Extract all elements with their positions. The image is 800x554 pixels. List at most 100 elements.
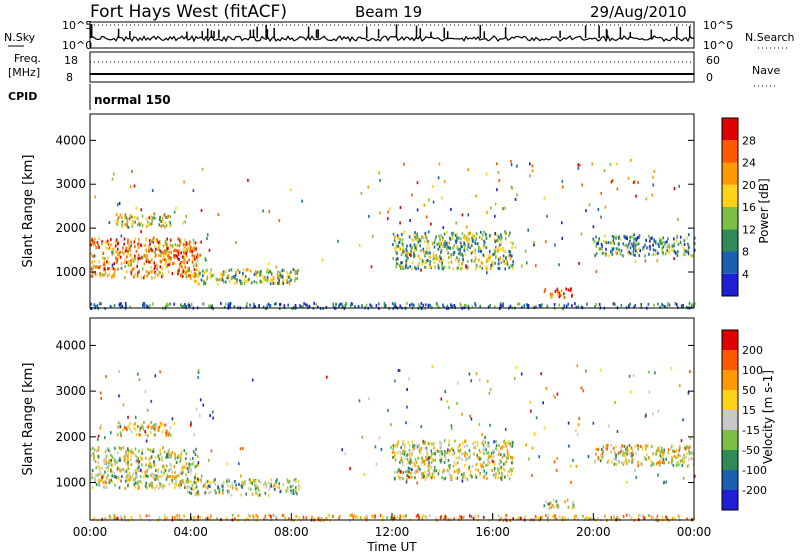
- echo-cell: [246, 268, 249, 271]
- echo-cell: [103, 267, 106, 271]
- echo-cell: [273, 302, 276, 306]
- echo-cell: [616, 251, 618, 255]
- echo-cell: [90, 243, 92, 247]
- echo-cell: [447, 450, 450, 454]
- echo-cell: [598, 237, 600, 241]
- echo-cell: [474, 302, 476, 306]
- echo-cell: [98, 266, 100, 269]
- echo-cell: [514, 376, 516, 380]
- echo-cell: [527, 228, 529, 232]
- echo-cell: [159, 370, 161, 374]
- echo-cell: [456, 256, 458, 260]
- echo-cell: [199, 516, 202, 520]
- echo-cell: [406, 453, 408, 457]
- echo-cell: [510, 264, 513, 268]
- echo-cell: [415, 267, 417, 271]
- echo-cell: [194, 486, 196, 490]
- echo-cell: [190, 492, 193, 496]
- echo-cell: [483, 469, 485, 473]
- echo-cell: [224, 280, 227, 284]
- echo-cell: [667, 302, 669, 306]
- echo-cell: [634, 445, 636, 449]
- echo-cell: [511, 469, 513, 473]
- echo-cell: [211, 274, 213, 278]
- echo-cell: [556, 503, 559, 507]
- echo-cell: [175, 475, 178, 478]
- echo-cell: [185, 214, 187, 218]
- echo-cell: [661, 515, 664, 519]
- echo-cell: [633, 237, 635, 241]
- echo-cell: [495, 444, 498, 448]
- echo-cell: [428, 246, 431, 250]
- echo-cell: [461, 412, 463, 416]
- echo-cell: [184, 255, 186, 259]
- echo-cell: [255, 514, 257, 518]
- echo-cell: [693, 242, 696, 246]
- echo-cell: [124, 223, 126, 227]
- echo-cell: [595, 303, 597, 306]
- echo-cell: [457, 260, 460, 264]
- echo-cell: [294, 279, 296, 283]
- echo-cell: [657, 409, 659, 413]
- echo-cell: [134, 481, 137, 485]
- echo-cell: [506, 448, 509, 452]
- echo-cell: [466, 477, 469, 481]
- echo-cell: [97, 437, 99, 441]
- echo-cell: [673, 257, 675, 261]
- echo-cell: [467, 305, 470, 309]
- echo-cell: [656, 251, 659, 255]
- echo-cell: [456, 461, 459, 464]
- echo-cell: [196, 491, 198, 495]
- echo-cell: [439, 444, 442, 448]
- echo-cell: [675, 448, 678, 452]
- echo-cell: [652, 462, 655, 466]
- echo-cell: [494, 249, 497, 253]
- echo-cell: [429, 466, 431, 470]
- echo-cell: [424, 232, 427, 235]
- echo-cell: [135, 471, 137, 475]
- echo-cell: [599, 459, 602, 463]
- echo-cell: [181, 274, 184, 278]
- echo-cell: [485, 265, 488, 269]
- echo-cell: [285, 280, 288, 284]
- echo-cell: [218, 491, 221, 495]
- echo-cell: [269, 282, 272, 286]
- echo-cell: [245, 280, 248, 283]
- echo-cell: [99, 272, 101, 276]
- echo-cell: [286, 488, 289, 492]
- echo-cell: [183, 304, 185, 308]
- echo-cell: [592, 225, 595, 229]
- echo-cell: [430, 449, 433, 453]
- echo-cell: [167, 256, 169, 260]
- y-tick-label: 2000: [55, 430, 86, 444]
- echo-cell: [648, 390, 651, 394]
- echo-cell: [181, 468, 183, 472]
- echo-cell: [127, 238, 129, 242]
- echo-cell: [124, 470, 126, 474]
- echo-cell: [610, 450, 613, 454]
- echo-cell: [595, 252, 598, 256]
- echo-cell: [538, 455, 540, 459]
- echo-cell: [193, 246, 195, 250]
- echo-cell: [405, 266, 407, 269]
- echo-cell: [111, 247, 114, 251]
- echo-cell: [485, 464, 487, 467]
- echo-cell: [681, 243, 683, 247]
- echo-cell: [120, 234, 123, 238]
- echo-cell: [397, 440, 400, 444]
- echo-cell: [140, 516, 142, 520]
- echo-cell: [127, 425, 129, 429]
- echo-cell: [372, 234, 374, 238]
- echo-cell: [116, 433, 119, 437]
- echo-cell: [556, 505, 558, 509]
- echo-cell: [397, 244, 399, 248]
- echo-cell: [508, 477, 511, 481]
- echo-cell: [107, 468, 109, 472]
- echo-cell: [290, 188, 292, 192]
- echo-cell: [270, 484, 273, 488]
- echo-cell: [611, 234, 614, 238]
- echo-cell: [112, 172, 115, 176]
- echo-cell: [152, 238, 154, 242]
- echo-cell: [155, 469, 157, 472]
- echo-cell: [397, 235, 400, 239]
